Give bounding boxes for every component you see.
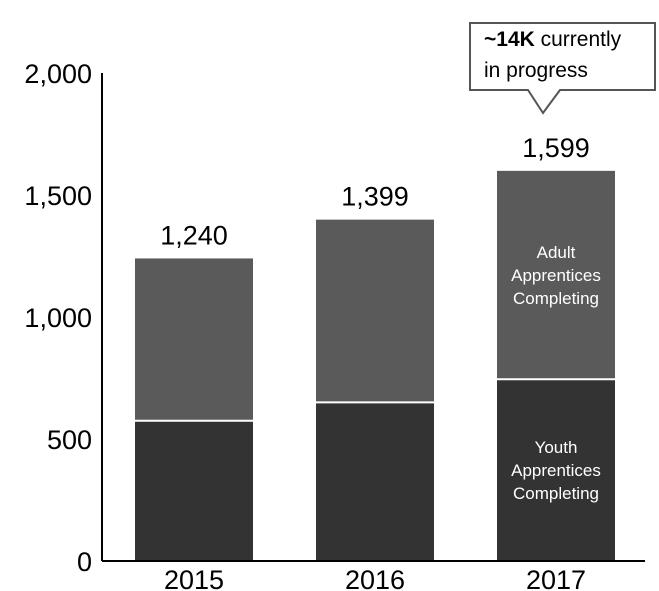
callout-bold-text: ~14K: [484, 28, 535, 51]
y-tick-label: 0: [77, 547, 92, 577]
callout-bubble: ~14K currently in progress: [469, 22, 656, 115]
segment-label-adult: Completing: [513, 289, 599, 308]
x-tick-labels: 2015 2016 2017: [164, 565, 586, 591]
bar-total-label: 1,599: [522, 133, 590, 163]
callout-bubble-shape: [469, 22, 656, 115]
y-tick-labels: 0 500 1,000 1,500 2,000: [24, 59, 92, 577]
x-tick-label: 2015: [164, 565, 224, 591]
bar-2016-youth: [316, 402, 434, 561]
callout-line-2: in progress: [484, 59, 588, 82]
bar-2017-adult: [497, 170, 615, 380]
bar-2017-youth: [497, 379, 615, 561]
axes-group: [101, 73, 645, 562]
segment-label-youth: Youth: [535, 438, 578, 457]
y-tick-label: 1,500: [24, 181, 92, 211]
bar-2015-adult: [135, 258, 253, 421]
segment-label-adult: Adult: [537, 243, 576, 262]
bar-total-label: 1,240: [160, 220, 228, 250]
bars-group: [135, 170, 615, 561]
segment-labels: Adult Apprentices Completing Youth Apprentic…: [511, 243, 601, 503]
bar-2015-youth: [135, 420, 253, 561]
y-tick-label: 2,000: [24, 59, 92, 89]
bar-total-labels: 1,240 1,399 1,599: [160, 133, 590, 251]
segment-label-youth: Completing: [513, 484, 599, 503]
callout-line-1-rest: currently: [535, 28, 622, 51]
segment-label-adult: Apprentices: [511, 266, 601, 285]
y-tick-label: 1,000: [24, 303, 92, 333]
x-tick-label: 2017: [526, 565, 586, 591]
callout-line-1: ~14K currently: [484, 28, 622, 51]
bar-2016-adult: [316, 219, 434, 403]
y-tick-label: 500: [47, 425, 92, 455]
x-tick-label: 2016: [345, 565, 405, 591]
bar-total-label: 1,399: [341, 182, 409, 212]
segment-label-youth: Apprentices: [511, 461, 601, 480]
